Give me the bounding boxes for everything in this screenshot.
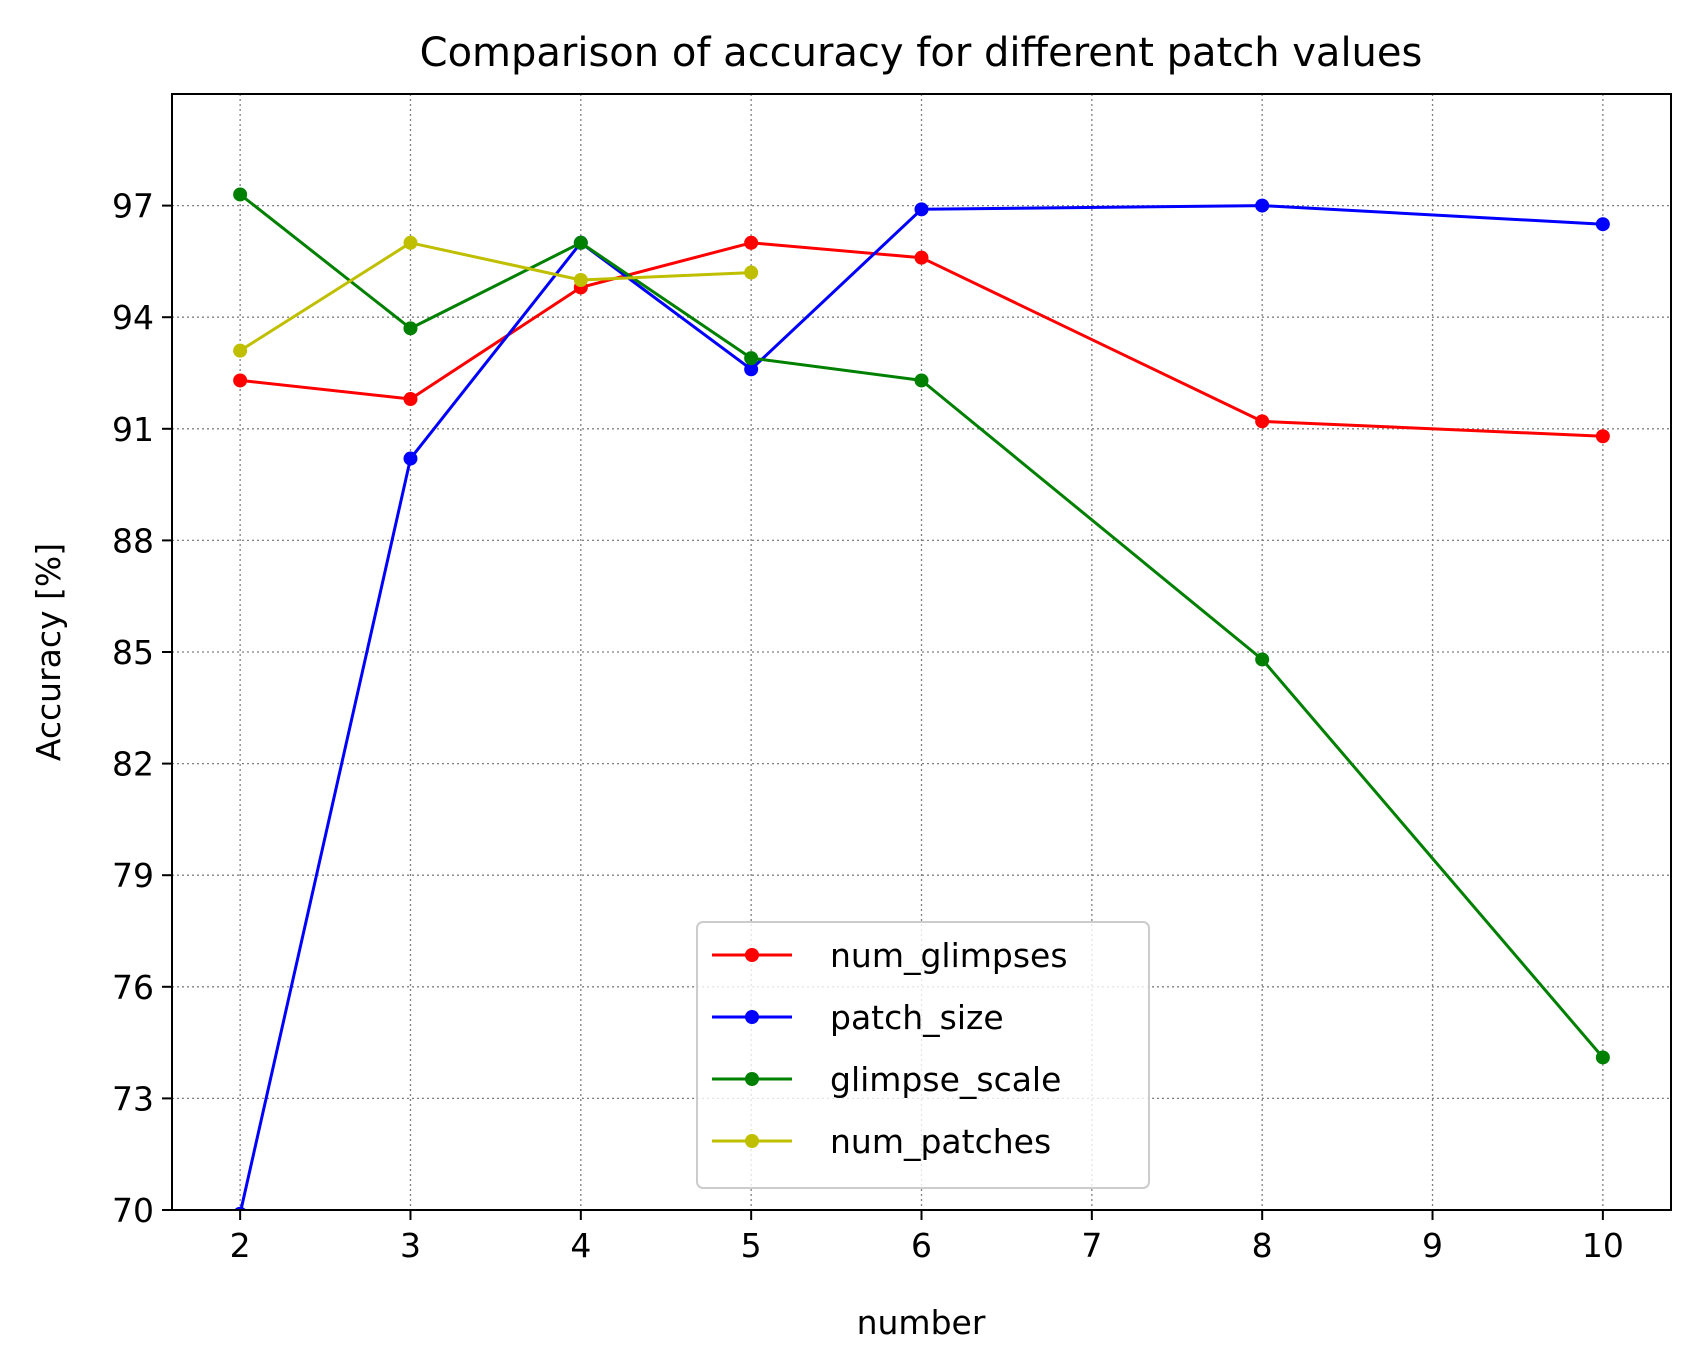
data-point xyxy=(744,265,759,280)
series-layer xyxy=(233,187,1610,1210)
data-point xyxy=(914,202,929,217)
legend-label: num_glimpses xyxy=(830,936,1068,975)
legend-label: num_patches xyxy=(830,1122,1051,1161)
legend-marker xyxy=(745,948,759,962)
y-axis-label: Accuracy [%] xyxy=(29,543,68,761)
data-point xyxy=(744,362,759,377)
data-point xyxy=(1595,217,1610,232)
data-point xyxy=(914,250,929,265)
y-tick-label: 85 xyxy=(112,633,154,672)
y-tick-label: 88 xyxy=(112,521,154,560)
data-point xyxy=(1255,652,1270,667)
data-point xyxy=(403,235,418,250)
x-tick-label: 8 xyxy=(1252,1226,1273,1265)
x-tick-label: 4 xyxy=(570,1226,591,1265)
legend-marker xyxy=(745,1010,759,1024)
legend-item: num_glimpses xyxy=(712,936,1068,975)
data-point xyxy=(744,235,759,250)
y-tick-label: 91 xyxy=(112,410,154,449)
series-line xyxy=(239,241,752,352)
x-tick-label: 2 xyxy=(230,1226,251,1265)
y-tick-label: 76 xyxy=(112,968,154,1007)
data-point xyxy=(1595,1050,1610,1065)
axis-ticks: 2 3 4 5 6 7 8 9 10 70 73 76 79 82 85 88 91 94 97 xyxy=(112,187,1624,1265)
data-point xyxy=(403,451,418,466)
y-tick-label: 94 xyxy=(112,298,154,337)
legend-box xyxy=(696,921,1150,1189)
legend-item: glimpse_scale xyxy=(712,1060,1061,1099)
x-tick-label: 6 xyxy=(911,1226,932,1265)
legend-marker xyxy=(745,1134,759,1148)
data-point xyxy=(1255,198,1270,213)
data-point xyxy=(744,351,759,366)
x-tick-label: 9 xyxy=(1422,1226,1443,1265)
data-point xyxy=(573,235,588,250)
legend-items: num_glimpses patch_size glimpse_scale num_p… xyxy=(712,936,1068,1161)
y-tick-label: 79 xyxy=(112,856,154,895)
legend-item: patch_size xyxy=(712,998,1004,1037)
data-point xyxy=(1595,429,1610,444)
data-point xyxy=(1255,414,1270,429)
legend-marker xyxy=(745,1072,759,1086)
data-point xyxy=(233,373,248,388)
y-tick-label: 73 xyxy=(112,1079,154,1118)
data-point xyxy=(233,343,248,358)
series-glimpse_scale xyxy=(233,187,1610,1065)
y-tick-label: 70 xyxy=(112,1191,154,1230)
y-tick-label: 97 xyxy=(112,187,154,226)
data-point xyxy=(403,392,418,407)
x-axis-label: number xyxy=(857,1303,986,1342)
legend-item: num_patches xyxy=(712,1122,1051,1161)
legend: num_glimpses patch_size glimpse_scale num_p… xyxy=(696,921,1150,1189)
x-tick-label: 5 xyxy=(741,1226,762,1265)
legend-label: glimpse_scale xyxy=(830,1060,1061,1099)
legend-label: patch_size xyxy=(830,998,1004,1037)
data-point xyxy=(914,373,929,388)
x-tick-label: 10 xyxy=(1582,1226,1624,1265)
data-point xyxy=(233,187,248,202)
x-tick-label: 7 xyxy=(1081,1226,1102,1265)
y-tick-label: 82 xyxy=(112,745,154,784)
data-point xyxy=(573,273,588,287)
x-tick-label: 3 xyxy=(400,1226,421,1265)
chart-title: Comparison of accuracy for different pat… xyxy=(420,30,1423,76)
data-point xyxy=(403,321,418,336)
series-num_patches xyxy=(233,235,759,358)
